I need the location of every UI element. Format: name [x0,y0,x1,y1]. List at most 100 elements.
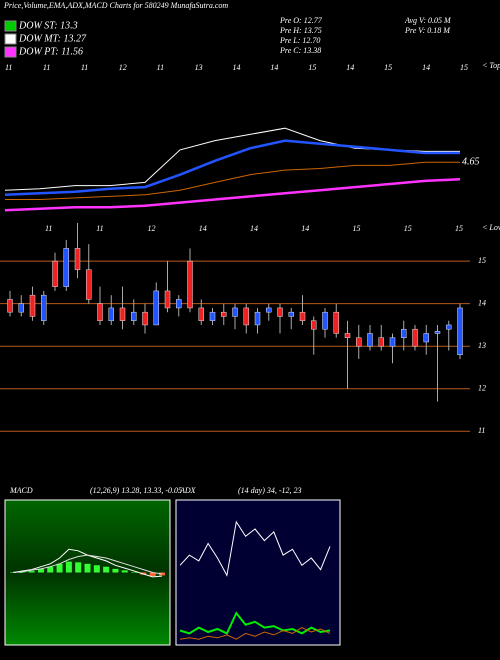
date-label: 11 [45,224,52,233]
info: Pre C: 13.38 [279,46,321,55]
candle-body [221,311,227,317]
ema-line [5,161,460,200]
macd-hist [84,563,91,573]
macd-params: (12,26,9) 13.28, 13.33, -0.05 [90,486,182,495]
date-label: 14 [346,63,354,72]
lows-label: < Lows [482,223,500,232]
candle-body [209,311,216,321]
date-label: 15 [455,224,463,233]
info: Pre O: 12.77 [279,16,323,25]
candle-body [41,294,47,321]
candle-body [108,307,114,321]
ema-line [4,127,460,191]
candle-body [344,333,351,338]
candle-body [176,299,182,309]
date-label: 15 [404,224,412,233]
date-label: 14 [301,224,309,233]
macd-hist [121,570,128,573]
ema-line [4,178,461,212]
macd-hist [56,563,63,573]
macd-hist [75,562,82,573]
macd-hist [103,566,110,573]
y-tick-label: 14 [478,299,486,308]
candle-body [254,311,261,326]
tops-label: < Tops [482,61,500,70]
info: Pre L: 12.70 [279,36,320,45]
date-label: 12 [148,224,156,233]
adx-line [179,627,331,640]
date-label: 11 [81,63,88,72]
candle-body [243,307,249,326]
candle-body [18,303,24,313]
legend-swatch [4,20,17,32]
y-tick-label: 13 [478,341,486,350]
ema-line [4,139,460,197]
legend-swatch [4,33,17,45]
adx-line [179,520,331,577]
date-label: 14 [422,63,430,72]
macd-hist [149,572,156,577]
adx-panel [175,499,341,646]
title: Price,Volume,EMA,ADX,MACD Charts for 580… [3,1,228,10]
candle-body [86,269,92,300]
candle-body [277,307,283,317]
macd-hist [131,572,138,573]
candle-body [333,311,339,334]
date-label: 15 [308,63,316,72]
macd-hist [10,572,16,573]
date-label: 12 [119,63,127,72]
date-label: 14 [233,63,241,72]
date-label: 15 [353,224,361,233]
candle-body [187,260,193,309]
legend-label: DOW MT: 13.27 [18,33,87,44]
legend-label: DOW PT: 11.56 [18,46,83,57]
date-label: 15 [460,63,468,72]
candle-body [356,337,362,347]
candle-body [367,333,373,347]
macd-hist [112,568,119,573]
adx-line [179,611,331,635]
date-label: 11 [96,224,103,233]
candle-body [63,248,69,287]
info: Pre H: 13.75 [279,26,322,35]
candle-body [153,290,159,326]
macd-line [12,554,163,575]
candle-body [423,333,429,343]
candle-body [131,311,137,321]
macd-hist [93,565,100,573]
adx-label: ADX [179,486,197,495]
macd-hist [19,572,26,573]
legend-swatch [4,46,17,58]
candle-body [232,307,238,317]
candle-body [74,248,81,270]
candle-body [266,307,272,313]
legend-label: DOW ST: 13.3 [18,20,78,31]
candle-body [446,324,452,330]
macd-hist [47,566,54,573]
candle-body [29,294,36,317]
date-label: 11 [157,63,164,72]
candle-body [434,331,441,334]
date-label: 14 [250,224,258,233]
candle-body [119,307,126,321]
candle-body [299,311,306,321]
annotation: 4.65 [462,156,480,167]
date-label: 14 [199,224,207,233]
candle-body [322,311,328,330]
date-label: 14 [270,63,278,72]
info: Pre V: 0.18 M [404,26,451,35]
y-tick-label: 12 [478,384,486,393]
candle-body [97,303,103,321]
date-label: 15 [384,63,392,72]
candle-body [198,307,204,321]
y-tick-label: 15 [478,256,486,265]
info: Avg V: 0.05 M [404,16,452,25]
candle-body [457,307,463,355]
macd-hist [37,568,44,573]
candle-body [389,337,396,347]
candle-body [164,290,171,309]
date-label: 13 [195,63,203,72]
candle-body [401,328,407,338]
candle-body [412,328,418,347]
